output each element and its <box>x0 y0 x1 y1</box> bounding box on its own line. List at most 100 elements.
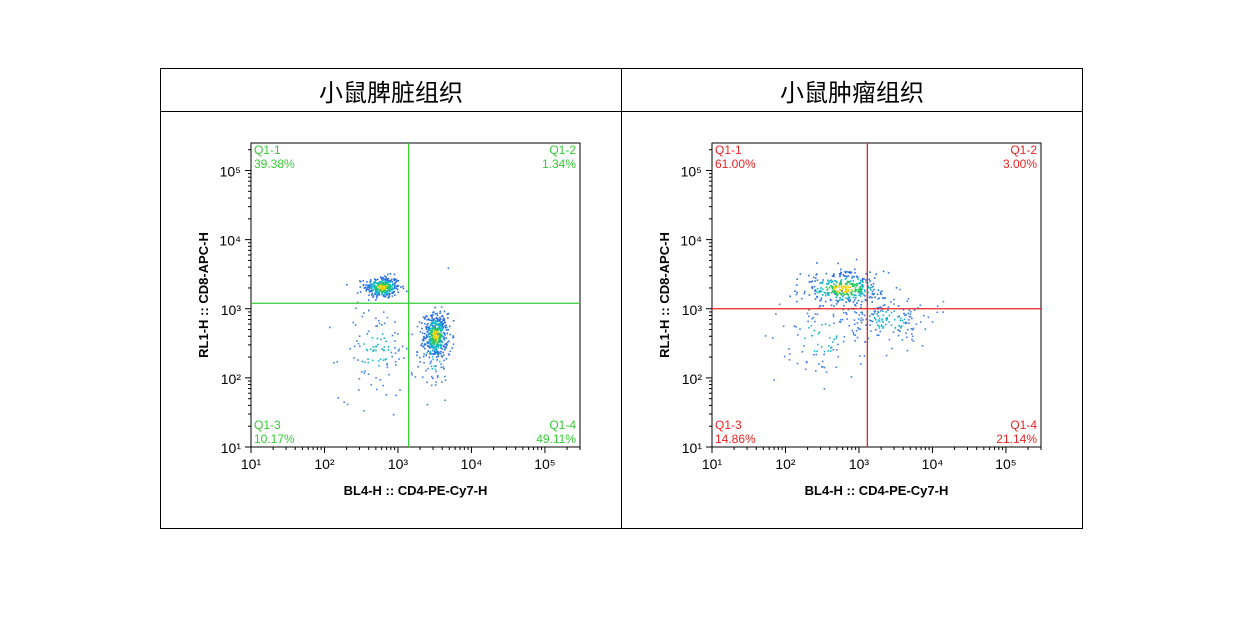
data-point <box>429 343 432 346</box>
data-point <box>820 299 822 301</box>
x-axis-title: BL4-H :: CD4-PE-Cy7-H <box>344 483 488 498</box>
data-point <box>379 288 381 291</box>
data-point <box>436 330 439 333</box>
data-point <box>883 304 886 306</box>
data-point <box>869 315 871 317</box>
x-tick-label: 10² <box>775 456 796 472</box>
data-point <box>442 319 444 321</box>
data-point <box>434 326 437 329</box>
data-point <box>865 324 867 326</box>
data-point <box>854 268 856 271</box>
data-point <box>887 309 889 311</box>
data-point <box>434 341 437 343</box>
data-point <box>428 327 430 330</box>
data-point <box>836 290 838 292</box>
data-point <box>367 358 369 360</box>
data-point <box>443 317 445 319</box>
data-point <box>423 362 425 364</box>
data-point <box>851 290 854 293</box>
data-point <box>387 292 389 294</box>
data-point <box>876 313 878 315</box>
data-point <box>844 289 847 292</box>
data-point <box>367 299 370 301</box>
data-point <box>434 329 436 332</box>
data-point <box>436 340 439 343</box>
data-point <box>445 324 447 327</box>
data-point <box>432 344 435 346</box>
data-point <box>817 332 820 335</box>
data-point <box>380 286 383 289</box>
data-point <box>424 332 426 335</box>
data-point <box>864 299 867 301</box>
data-point <box>440 329 442 332</box>
data-point <box>865 279 867 281</box>
data-point <box>431 337 434 340</box>
data-point <box>878 317 881 320</box>
data-point <box>346 283 348 286</box>
data-point <box>801 351 804 353</box>
data-point <box>849 271 851 273</box>
data-point <box>432 319 434 322</box>
data-point <box>396 279 398 282</box>
data-point <box>441 348 443 350</box>
data-point <box>854 323 856 326</box>
data-point <box>353 345 356 347</box>
data-point <box>835 299 838 302</box>
data-point <box>414 376 417 378</box>
data-point <box>374 290 377 293</box>
data-point <box>384 290 386 292</box>
data-point <box>882 327 884 329</box>
data-point <box>427 367 429 370</box>
data-point <box>436 342 438 345</box>
data-point <box>887 271 890 274</box>
data-point <box>903 312 906 315</box>
data-point <box>821 366 823 368</box>
data-point <box>819 289 821 292</box>
data-point <box>868 296 871 299</box>
data-point <box>899 317 902 320</box>
data-point <box>438 328 441 331</box>
data-point <box>825 292 827 295</box>
data-point <box>362 283 365 286</box>
data-point <box>373 281 375 283</box>
data-point <box>909 316 912 318</box>
data-point <box>813 285 816 288</box>
data-point <box>773 379 775 381</box>
data-point <box>432 358 434 361</box>
data-point <box>440 333 442 336</box>
data-point <box>372 295 375 297</box>
data-point <box>864 295 866 297</box>
data-point <box>837 343 839 346</box>
quadrant-q3-percent: 10.17% <box>254 432 295 446</box>
data-point <box>833 290 836 292</box>
data-point <box>867 337 870 340</box>
data-point <box>834 293 836 295</box>
data-point <box>842 294 845 296</box>
data-point <box>835 286 837 288</box>
quadrant-q3-name: Q1-3 <box>254 418 281 432</box>
data-point <box>446 313 449 315</box>
data-point <box>373 285 375 288</box>
data-point <box>445 342 447 345</box>
data-point <box>441 381 443 383</box>
data-point <box>831 280 834 283</box>
data-point <box>852 301 855 303</box>
data-point <box>430 319 433 322</box>
data-point <box>871 296 873 299</box>
data-point <box>839 275 841 278</box>
data-point <box>856 283 858 285</box>
data-point <box>438 333 440 336</box>
data-point <box>847 275 850 277</box>
quadrant-q2-percent: 1.34% <box>542 157 576 171</box>
data-point <box>437 342 439 344</box>
data-point <box>365 348 368 351</box>
data-point <box>394 286 396 288</box>
data-point <box>835 335 838 337</box>
data-point <box>382 281 385 284</box>
data-point <box>377 284 379 287</box>
data-point <box>382 294 385 296</box>
data-point <box>426 318 428 321</box>
data-point <box>434 336 436 338</box>
data-point <box>388 281 391 283</box>
data-point <box>389 284 391 287</box>
